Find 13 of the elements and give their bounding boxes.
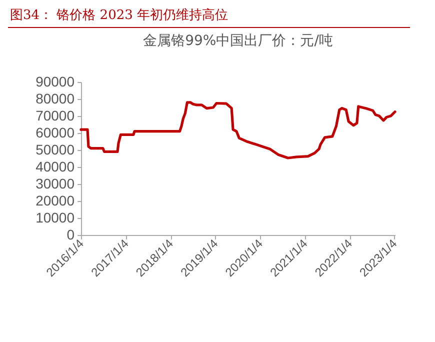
- y-tick-label: 10000: [36, 210, 75, 226]
- y-tick-label: 70000: [36, 108, 75, 124]
- y-tick-label: 80000: [36, 90, 75, 106]
- chart-subtitle: 金属铬99%中国出厂价：元/吨: [143, 33, 333, 49]
- y-tick-label: 0: [66, 226, 75, 242]
- y-tick-label: 50000: [36, 142, 75, 158]
- y-tick-label: 30000: [36, 176, 75, 192]
- y-tick-label: 60000: [36, 124, 75, 140]
- line-series: [80, 101, 396, 160]
- y-tick-label: 20000: [36, 192, 75, 208]
- y-tick-label: 40000: [36, 158, 75, 174]
- chart-title: 图34： 铬价格 2023 年初仍维持高位: [8, 6, 410, 28]
- y-tick-label: 90000: [36, 74, 75, 90]
